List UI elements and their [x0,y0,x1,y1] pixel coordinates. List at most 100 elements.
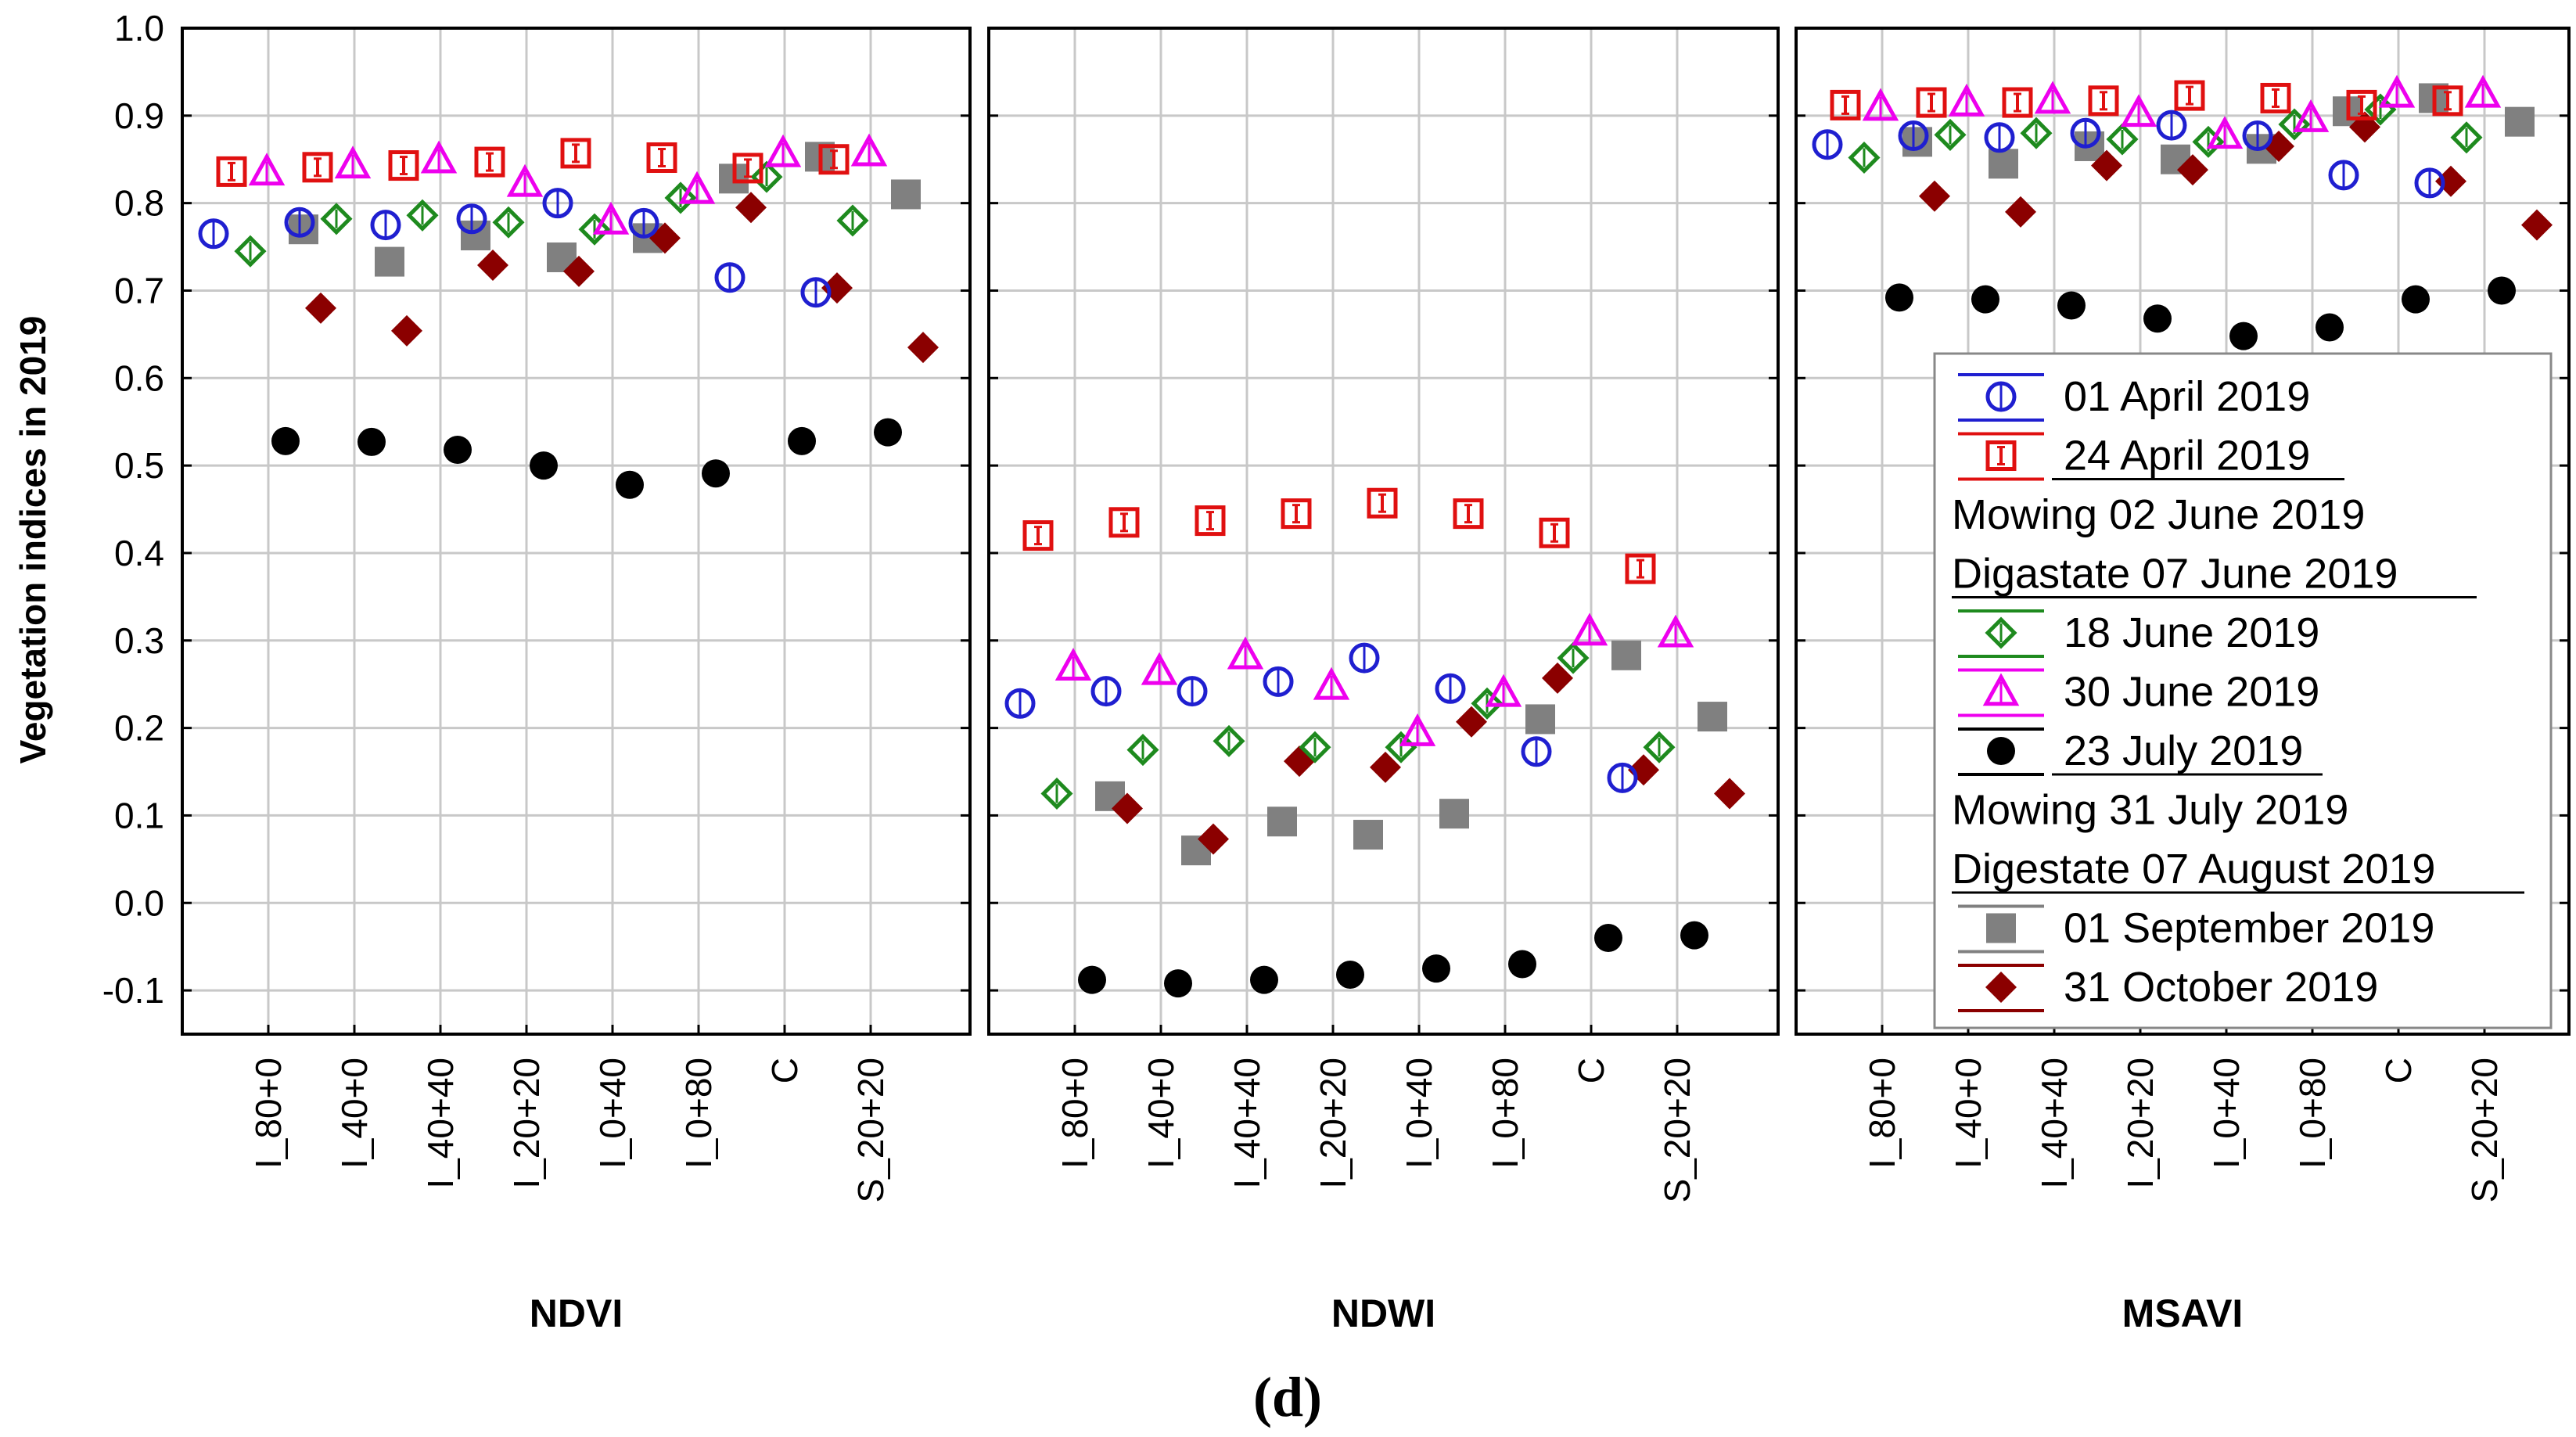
y-axis-ticks: 1.0 0.9 0.8 0.7 0.6 0.5 0.4 0.3 0.2 0.1 0.0 -0.1 [102,8,164,1011]
ndvi-apr01-point [456,203,487,235]
ndvi-jun18-point [836,204,869,237]
ndvi-apr01-point [198,218,229,250]
msavi-xtick-label: S_20+20 [2464,1058,2505,1202]
msavi-apr01-point [1984,122,2015,153]
msavi-panel-label: MSAVI [2122,1292,2244,1335]
ndvi-jun30-point [850,133,888,167]
ndvi-jun30-point [248,153,286,186]
ytick-label: 0.6 [114,357,164,398]
ndwi-jun30-point [1141,652,1178,685]
ndvi-jun18-point [750,160,783,193]
msavi-jul23-point [2488,276,2516,305]
msavi-jun18-point [2106,123,2139,156]
ndwi-jun30-point [1485,674,1522,707]
ndvi-apr24-point [818,144,850,175]
ndwi-jun18-point [1040,777,1073,810]
y-axis-label: Vegetation indices in 2019 [13,316,53,764]
ndwi-sep01-point [1267,807,1297,837]
ndvi-apr01-point [284,207,315,238]
ndvi-xtick-label: I_0+40 [592,1058,633,1169]
msavi-apr01-point [1898,120,1929,152]
ytick-label: 0.3 [114,620,164,661]
ytick-label: 1.0 [114,8,164,48]
legend-oct31-label: 31 October 2019 [2064,964,2378,1011]
msavi-apr24-point [2088,85,2119,117]
msavi-jun30-point [1948,83,1985,117]
ndvi-xtick-label: I_40+40 [420,1058,461,1189]
legend-apr01-marker [1985,381,2017,412]
ndwi-apr24-point [1625,553,1656,584]
msavi-jul23-point [2229,322,2258,350]
ndvi-apr24-point [732,153,763,184]
legend-event-label: Mowing 02 June 2019 [1952,491,2365,538]
ndwi-panel-label: NDWI [1331,1292,1435,1335]
msavi-apr24-point [2260,82,2291,113]
msavi-apr01-point [2328,160,2359,191]
ndvi-jul23-point [702,459,730,488]
msavi-jun30-point [2206,116,2244,149]
ndwi-xtick-label: I_0+80 [1485,1058,1525,1169]
msavi-xtick-label: I_40+40 [2034,1058,2075,1189]
ndwi-apr24-point [1108,507,1140,538]
ndwi-apr01-point [1090,676,1122,707]
ndwi-jun30-point [1399,713,1436,746]
legend-box [1933,352,2553,1029]
ndwi-jun18-point [1643,731,1676,763]
msavi-apr24-point [2432,85,2463,117]
msavi-jun30-point [2120,94,2157,128]
panel-frames [181,27,2571,1036]
ndvi-jun30-point [764,134,802,167]
ndwi-apr24-point [1022,520,1054,551]
msavi-jul23-point [1971,285,1999,314]
msavi-jun18-point [2020,117,2053,149]
msavi-jul23-point [2316,313,2344,342]
ndwi-jul23-point [1422,954,1450,983]
ndvi-sep01-point [461,221,490,251]
legend-jul23-label: 23 July 2019 [2064,727,2303,774]
legend-jul23-marker [1987,737,2015,765]
ndvi-jun30-point [678,171,716,204]
legend-event-label: Digastate 07 June 2019 [1952,551,2398,598]
legend-event-label: Digestate 07 August 2019 [1952,846,2435,893]
ndvi-jul23-point [444,436,472,465]
ndvi-sep01-point [891,179,921,210]
msavi-apr01-point [2070,117,2101,149]
ndvi-apr01-point [542,188,573,219]
msavi-sep01-point [1989,149,2018,179]
legend: 01 April 2019 24 April 2019 Mowing 02 June… [1933,352,2553,1029]
legend-jun18-marker [1985,616,2017,649]
ndwi-apr01-point [1004,688,1036,719]
legend-jun30-marker [1982,673,2020,706]
ndvi-xtick-label: I_20+20 [506,1058,547,1189]
msavi-jun30-point [2464,74,2502,108]
ndvi-jun18-point [406,199,439,232]
ndvi-panel-frame [181,27,972,1036]
ytick-label: 0.8 [114,183,164,224]
ndwi-apr24-point [1281,498,1312,530]
msavi-xtick-label: I_40+0 [1948,1058,1989,1169]
ndwi-jun18-point [1557,641,1590,674]
ndvi-jun18-point [492,206,525,239]
figure-caption: (d) [1253,1366,1322,1428]
legend-apr24-marker [1985,440,2017,471]
ndwi-jul23-point [1594,923,1622,952]
ndwi-apr01-point [1607,762,1638,793]
ndwi-oct31-point [1284,745,1315,778]
ndvi-jun30-point [420,140,458,174]
ytick-label: -0.1 [102,970,164,1011]
ndvi-apr24-point [388,150,419,181]
msavi-xtick-label: C [2378,1058,2419,1083]
ndwi-jun18-point [1126,734,1159,767]
ndvi-apr01-point [800,277,832,308]
ndvi-oct31-point [391,314,422,347]
ndvi-jun30-point [506,163,544,197]
ndwi-sep01-point [1525,704,1555,735]
msavi-oct31-point [1919,180,1950,212]
msavi-jun30-point [2292,99,2330,132]
ndwi-oct31-point [1370,751,1401,783]
ndvi-oct31-point [477,250,508,282]
msavi-apr24-point [2346,89,2377,120]
ndvi-jun30-point [592,201,630,235]
ndwi-jun30-point [1227,636,1264,670]
msavi-apr01-point [1812,129,1843,160]
